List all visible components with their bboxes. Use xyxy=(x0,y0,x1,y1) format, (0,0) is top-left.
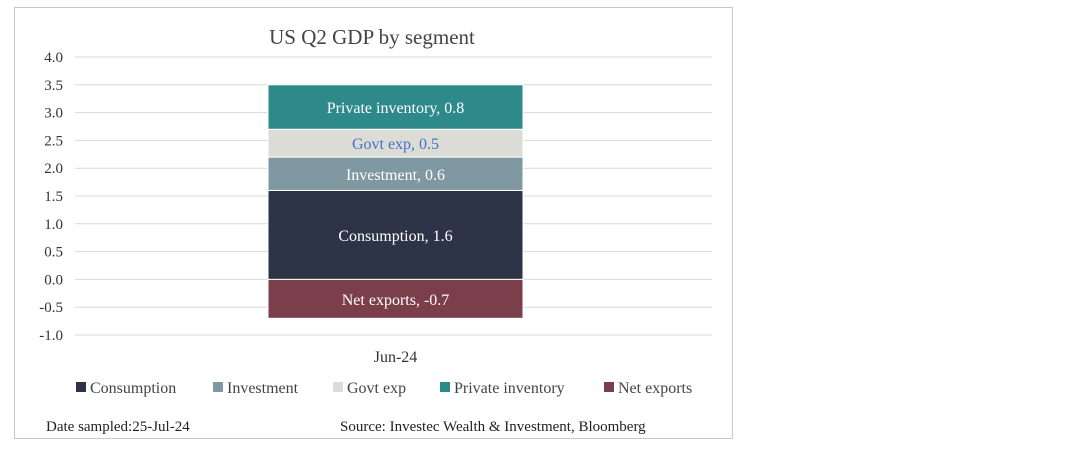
legend-label-private-inventory: Private inventory xyxy=(454,380,565,397)
bar-segment-consumption xyxy=(267,189,524,280)
y-tick-label: 0.0 xyxy=(44,272,63,288)
y-tick-label: -0.5 xyxy=(39,300,63,316)
legend-label-govt-exp: Govt exp xyxy=(347,380,406,397)
y-tick-label: -1.0 xyxy=(39,328,63,344)
data-label-govt-exp: Govt exp, 0.5 xyxy=(352,136,439,153)
data-label-consumption: Consumption, 1.6 xyxy=(338,228,452,245)
legend: Consumption Investment Govt exp Private inv… xyxy=(76,380,692,397)
y-axis-ticks: 4.0 3.5 3.0 2.5 2.0 1.5 1.0 0.5 0.0 -0.5 -1.0 xyxy=(39,50,63,344)
bar-segment-investment xyxy=(267,156,524,191)
bar-segment-govt-exp xyxy=(267,128,524,158)
y-tick-label: 3.5 xyxy=(44,78,63,94)
bar-segment-private-inventory xyxy=(267,84,524,130)
y-tick-label: 2.0 xyxy=(44,161,63,177)
legend-swatch-investment xyxy=(213,382,223,392)
legend-swatch-consumption xyxy=(76,382,86,392)
legend-label-consumption: Consumption xyxy=(90,380,176,397)
x-tick-label: Jun-24 xyxy=(374,349,418,366)
data-label-net-exports: Net exports, -0.7 xyxy=(342,292,450,309)
date-sampled: Date sampled:25-Jul-24 xyxy=(46,419,190,435)
legend-label-net-exports: Net exports xyxy=(618,380,692,397)
bar-segment-net-exports xyxy=(267,278,524,319)
legend-label-investment: Investment xyxy=(227,380,299,397)
data-label-private-inventory: Private inventory, 0.8 xyxy=(327,100,465,117)
y-tick-label: 1.0 xyxy=(44,217,63,233)
y-tick-label: 3.0 xyxy=(44,106,63,122)
source-note: Source: Investec Wealth & Investment, Bl… xyxy=(340,419,646,435)
x-axis-ticks: Jun-24 xyxy=(374,349,418,366)
y-tick-label: 2.5 xyxy=(44,133,63,149)
data-label-investment: Investment, 0.6 xyxy=(346,167,445,184)
y-tick-label: 1.5 xyxy=(44,189,63,205)
legend-swatch-net-exports xyxy=(604,382,614,392)
bars: Consumption, 1.6 Investment, 0.6 Govt exp,… xyxy=(267,84,524,319)
legend-swatch-govt-exp xyxy=(333,382,343,392)
y-tick-label: 0.5 xyxy=(44,245,63,261)
chart-title: US Q2 GDP by segment xyxy=(269,25,475,49)
legend-swatch-private-inventory xyxy=(440,382,450,392)
y-tick-label: 4.0 xyxy=(44,50,63,66)
